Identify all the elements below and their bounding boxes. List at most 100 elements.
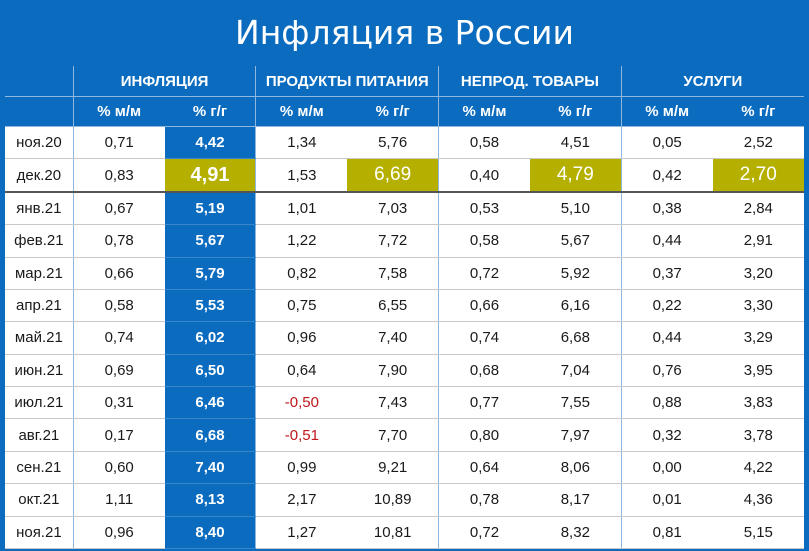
value-cell-mm: 0,96 <box>73 516 165 549</box>
value-cell-yy: 3,20 <box>712 257 804 290</box>
table-row: май.21 0,74 6,02 0,96 7,40 0,74 6,68 0,44 3,29 <box>5 321 804 355</box>
value-cell-mm: 0,69 <box>73 354 165 388</box>
value-cell-yy: 6,69 <box>347 158 440 193</box>
group-header-food: ПРОДУКТЫ ПИТАНИЯ <box>255 66 440 97</box>
value-cell-yy: 4,79 <box>529 158 622 193</box>
value-cell-yy: 10,89 <box>347 483 440 517</box>
month-cell: мар.21 <box>5 257 74 290</box>
month-cell: окт.21 <box>5 483 74 517</box>
table-row: фев.21 0,78 5,67 1,22 7,72 0,58 5,67 0,44 2,91 <box>5 224 804 258</box>
value-cell-mm: 0,77 <box>438 386 530 420</box>
month-cell: янв.21 <box>5 191 74 226</box>
value-cell-mm: 0,99 <box>255 451 348 485</box>
value-cell-mm: 0,67 <box>73 191 165 226</box>
value-cell-mm: 0,05 <box>621 126 713 160</box>
value-cell-yy: 7,72 <box>347 224 440 258</box>
value-cell-yy: 6,16 <box>529 289 622 323</box>
table-row: янв.21 0,67 5,19 1,01 7,03 0,53 5,10 0,38 2,84 <box>5 191 804 226</box>
value-cell-mm: 0,88 <box>621 386 713 420</box>
subheader-mm: % м/м <box>73 96 165 127</box>
value-cell-yy: 8,06 <box>529 451 622 485</box>
value-cell-mm: 0,64 <box>255 354 348 388</box>
value-cell-yy: 6,50 <box>164 354 257 388</box>
value-cell-yy: 5,10 <box>529 191 622 226</box>
month-cell: дек.20 <box>5 158 74 193</box>
value-cell-mm: 0,74 <box>73 321 165 355</box>
value-cell-mm: 0,42 <box>621 158 713 193</box>
value-cell-mm: 0,75 <box>255 289 348 323</box>
month-cell: авг.21 <box>5 418 74 452</box>
value-cell-mm: 0,71 <box>73 126 165 160</box>
value-cell-yy: 7,40 <box>164 451 257 485</box>
value-cell-yy: 5,19 <box>164 191 257 226</box>
subheader-yy: % г/г <box>712 96 804 127</box>
table-row: ноя.21 0,96 8,40 1,27 10,81 0,72 8,32 0,81 5,15 <box>5 516 804 549</box>
value-cell-mm: 0,58 <box>438 224 530 258</box>
group-header-inflation: ИНФЛЯЦИЯ <box>73 66 257 97</box>
value-cell-mm: 0,74 <box>438 321 530 355</box>
value-cell-mm: 0,72 <box>438 516 530 549</box>
value-cell-mm: 0,58 <box>438 126 530 160</box>
value-cell-mm: 0,72 <box>438 257 530 290</box>
value-cell-mm: -0,51 <box>255 418 348 452</box>
table-row: окт.21 1,11 8,13 2,17 10,89 0,78 8,17 0,01 4,36 <box>5 483 804 517</box>
table-row: июл.21 0,31 6,46 -0,50 7,43 0,77 7,55 0,88 3,83 <box>5 386 804 420</box>
value-cell-mm: 0,32 <box>621 418 713 452</box>
value-cell-mm: 2,17 <box>255 483 348 517</box>
month-cell: сен.21 <box>5 451 74 485</box>
value-cell-yy: 9,21 <box>347 451 440 485</box>
value-cell-mm: 1,27 <box>255 516 348 549</box>
value-cell-mm: 0,76 <box>621 354 713 388</box>
value-cell-yy: 7,43 <box>347 386 440 420</box>
value-cell-mm: 1,34 <box>255 126 348 160</box>
page-title: Инфляция в России <box>235 13 574 52</box>
subheader-yy: % г/г <box>347 96 440 127</box>
value-cell-mm: -0,50 <box>255 386 348 420</box>
table-row: апр.21 0,58 5,53 0,75 6,55 0,66 6,16 0,22 3,30 <box>5 289 804 323</box>
value-cell-mm: 1,11 <box>73 483 165 517</box>
table-body: ноя.20 0,71 4,42 1,34 5,76 0,58 4,51 0,05 2,52 де… <box>5 126 804 549</box>
subheader-row: % м/м % г/г % м/м % г/г % м/м % г/г % м/… <box>5 96 804 127</box>
value-cell-mm: 0,83 <box>73 158 165 193</box>
value-cell-yy: 7,03 <box>347 191 440 226</box>
value-cell-yy: 7,70 <box>347 418 440 452</box>
value-cell-yy: 4,22 <box>712 451 804 485</box>
corner-cell <box>5 66 74 97</box>
value-cell-yy: 8,32 <box>529 516 622 549</box>
value-cell-yy: 4,36 <box>712 483 804 517</box>
subheader-mm: % м/м <box>438 96 530 127</box>
value-cell-mm: 1,53 <box>255 158 348 193</box>
group-header-row: ИНФЛЯЦИЯ ПРОДУКТЫ ПИТАНИЯ НЕПРОД. ТОВАРЫ… <box>5 66 804 97</box>
value-cell-yy: 5,53 <box>164 289 257 323</box>
group-header-nonfood: НЕПРОД. ТОВАРЫ <box>438 66 622 97</box>
value-cell-mm: 0,22 <box>621 289 713 323</box>
value-cell-yy: 6,68 <box>529 321 622 355</box>
value-cell-yy: 8,17 <box>529 483 622 517</box>
subheader-yy: % г/г <box>164 96 257 127</box>
value-cell-yy: 3,83 <box>712 386 804 420</box>
value-cell-mm: 0,66 <box>73 257 165 290</box>
subheader-yy: % г/г <box>529 96 622 127</box>
table-row: дек.20 0,83 4,91 1,53 6,69 0,40 4,79 0,42 2,70 <box>5 158 804 193</box>
value-cell-yy: 5,76 <box>347 126 440 160</box>
value-cell-mm: 0,78 <box>438 483 530 517</box>
group-header-services: УСЛУГИ <box>621 66 804 97</box>
month-cell: фев.21 <box>5 224 74 258</box>
month-cell: ноя.20 <box>5 126 74 160</box>
value-cell-mm: 0,44 <box>621 321 713 355</box>
value-cell-yy: 7,90 <box>347 354 440 388</box>
month-cell: июн.21 <box>5 354 74 388</box>
value-cell-yy: 3,78 <box>712 418 804 452</box>
corner-cell <box>5 96 74 127</box>
month-cell: ноя.21 <box>5 516 74 549</box>
value-cell-mm: 0,68 <box>438 354 530 388</box>
value-cell-mm: 0,44 <box>621 224 713 258</box>
value-cell-yy: 2,70 <box>712 158 804 193</box>
value-cell-yy: 5,67 <box>164 224 257 258</box>
value-cell-mm: 0,81 <box>621 516 713 549</box>
value-cell-mm: 0,37 <box>621 257 713 290</box>
value-cell-yy: 2,91 <box>712 224 804 258</box>
table-row: мар.21 0,66 5,79 0,82 7,58 0,72 5,92 0,37 3,20 <box>5 257 804 290</box>
value-cell-mm: 0,66 <box>438 289 530 323</box>
value-cell-yy: 2,52 <box>712 126 804 160</box>
